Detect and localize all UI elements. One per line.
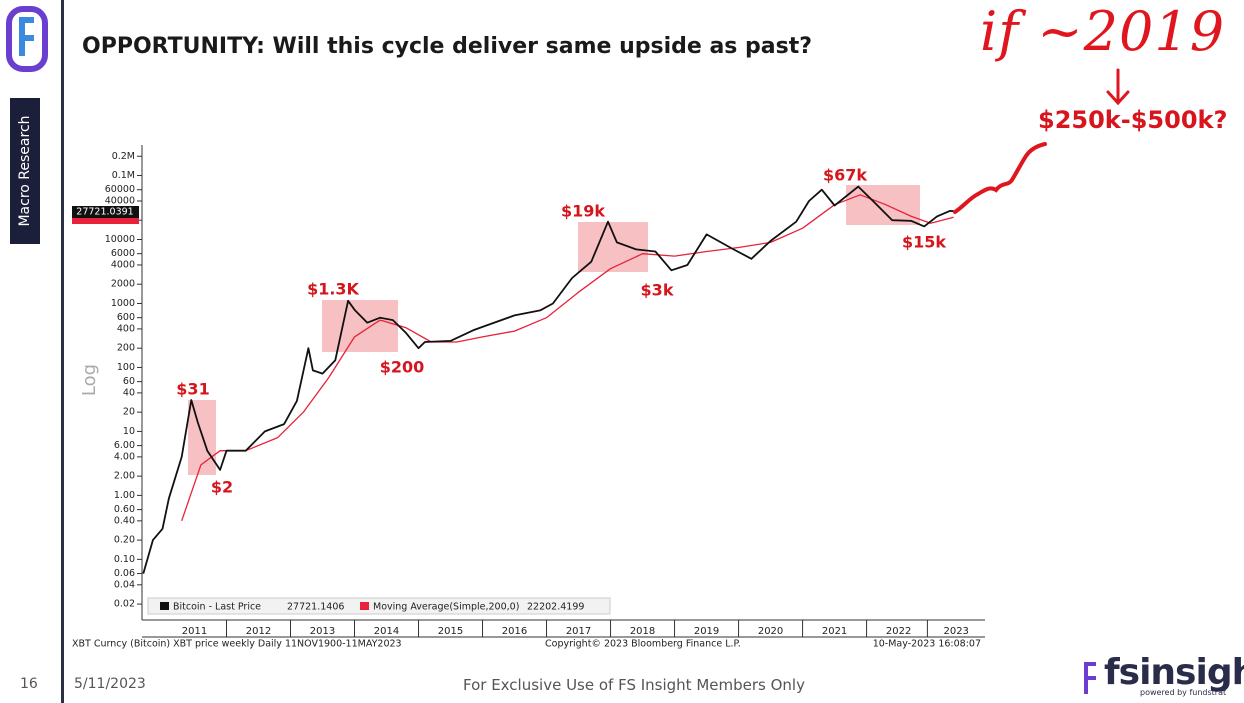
x-tick-label: 2021 (822, 626, 847, 637)
y-tick-label: 6.00 (114, 440, 135, 451)
legend-value: 22202.4199 (527, 602, 584, 613)
price-tag-red (72, 218, 139, 224)
price-tag: 27721.0391 (76, 207, 133, 218)
y-tick-label: 20 (123, 407, 135, 418)
handwritten-projection (953, 142, 1047, 214)
source-mid: Copyright© 2023 Bloomberg Finance L.P. (545, 639, 741, 650)
legend-bg (147, 597, 611, 615)
y-tick-label: 100 (117, 362, 135, 373)
source-right: 10-May-2023 16:08:07 (873, 639, 981, 650)
legend-label: Bitcoin - Last Price (173, 602, 261, 613)
divider (61, 0, 64, 703)
price-tag-bg (72, 206, 139, 218)
y-tick-label: 1.00 (114, 490, 135, 501)
x-tick-label: 2016 (502, 626, 527, 637)
y-tick-label: 0.60 (114, 504, 135, 515)
slide-title: OPPORTUNITY: Will this cycle deliver sam… (82, 34, 813, 59)
annotation: $15k (902, 233, 946, 252)
legend-swatch (160, 602, 169, 610)
drawdown-box (322, 300, 398, 352)
series-line (181, 194, 954, 522)
brand: fsinsight (1104, 652, 1244, 693)
y-tick-label: 400 (117, 323, 135, 334)
brand-icon (1084, 662, 1096, 694)
x-tick-label: 2017 (566, 626, 591, 637)
y-tick-label: 0.2M (112, 151, 135, 162)
notice: For Exclusive Use of FS Insight Members … (463, 676, 805, 694)
y-tick-label: 0.02 (114, 599, 135, 610)
sidebar-label: Macro Research (10, 98, 40, 244)
series-line (142, 185, 954, 574)
annotation: $67k (823, 166, 867, 185)
annotation: $3k (641, 281, 674, 300)
y-tick-label: 40000 (105, 195, 135, 206)
y-tick-label: 600 (117, 312, 135, 323)
y-tick-label: 0.1M (112, 170, 135, 181)
date: 5/11/2023 (74, 676, 146, 692)
y-tick-label: 4000 (111, 259, 135, 270)
y-tick-label: 0.04 (114, 579, 135, 590)
source-left: XBT Curncy (Bitcoin) XBT price weekly Da… (72, 639, 402, 650)
drawdown-box (846, 185, 920, 225)
y-tick-label: 200 (117, 343, 135, 354)
x-tick-label: 2013 (310, 626, 335, 637)
legend-swatch (360, 602, 369, 610)
y-axis-label: Log (79, 364, 100, 396)
logo-icon (6, 6, 48, 72)
x-tick-label: 2011 (182, 626, 207, 637)
handwritten-arrow (1106, 68, 1130, 106)
x-tick-label: 2022 (886, 626, 911, 637)
annotation: $1.3K (307, 280, 359, 299)
y-tick-label: 4.00 (114, 451, 135, 462)
legend-value: 27721.1406 (287, 602, 344, 613)
legend-label: Moving Average(Simple,200,0) (373, 602, 519, 613)
annotation: $200 (380, 358, 425, 377)
y-tick-label: 60 (123, 376, 135, 387)
x-tick-label: 2019 (694, 626, 719, 637)
y-tick-label: 6000 (111, 248, 135, 259)
y-tick-label: 2000 (111, 279, 135, 290)
x-tick-label: 2012 (246, 626, 271, 637)
brand-sub: powered by fundstrat (1140, 688, 1227, 697)
y-tick-label: 0.06 (114, 568, 135, 579)
annotation: $2 (211, 478, 233, 497)
x-tick-label: 2023 (943, 626, 968, 637)
x-tick-label: 2020 (758, 626, 783, 637)
x-tick-label: 2015 (438, 626, 463, 637)
y-tick-label: 2.00 (114, 471, 135, 482)
x-tick-label: 2014 (374, 626, 399, 637)
annotation: $19k (561, 202, 605, 221)
y-tick-label: 0.10 (114, 554, 135, 565)
page-number: 16 (20, 676, 38, 692)
handwritten-target: $250k-$500k? (1038, 106, 1228, 134)
plot-bg (70, 140, 985, 650)
y-tick-label: 0.40 (114, 515, 135, 526)
y-tick-label: 10 (123, 426, 135, 437)
handwritten-note: if ~2019 (980, 0, 1226, 63)
y-tick-label: 10000 (105, 234, 135, 245)
x-tick-label: 2018 (630, 626, 655, 637)
annotation: $31 (176, 380, 209, 399)
y-tick-label: 60000 (105, 184, 135, 195)
y-tick-label: 1000 (111, 298, 135, 309)
y-tick-label: 0.20 (114, 535, 135, 546)
y-tick-label: 40 (123, 387, 135, 398)
